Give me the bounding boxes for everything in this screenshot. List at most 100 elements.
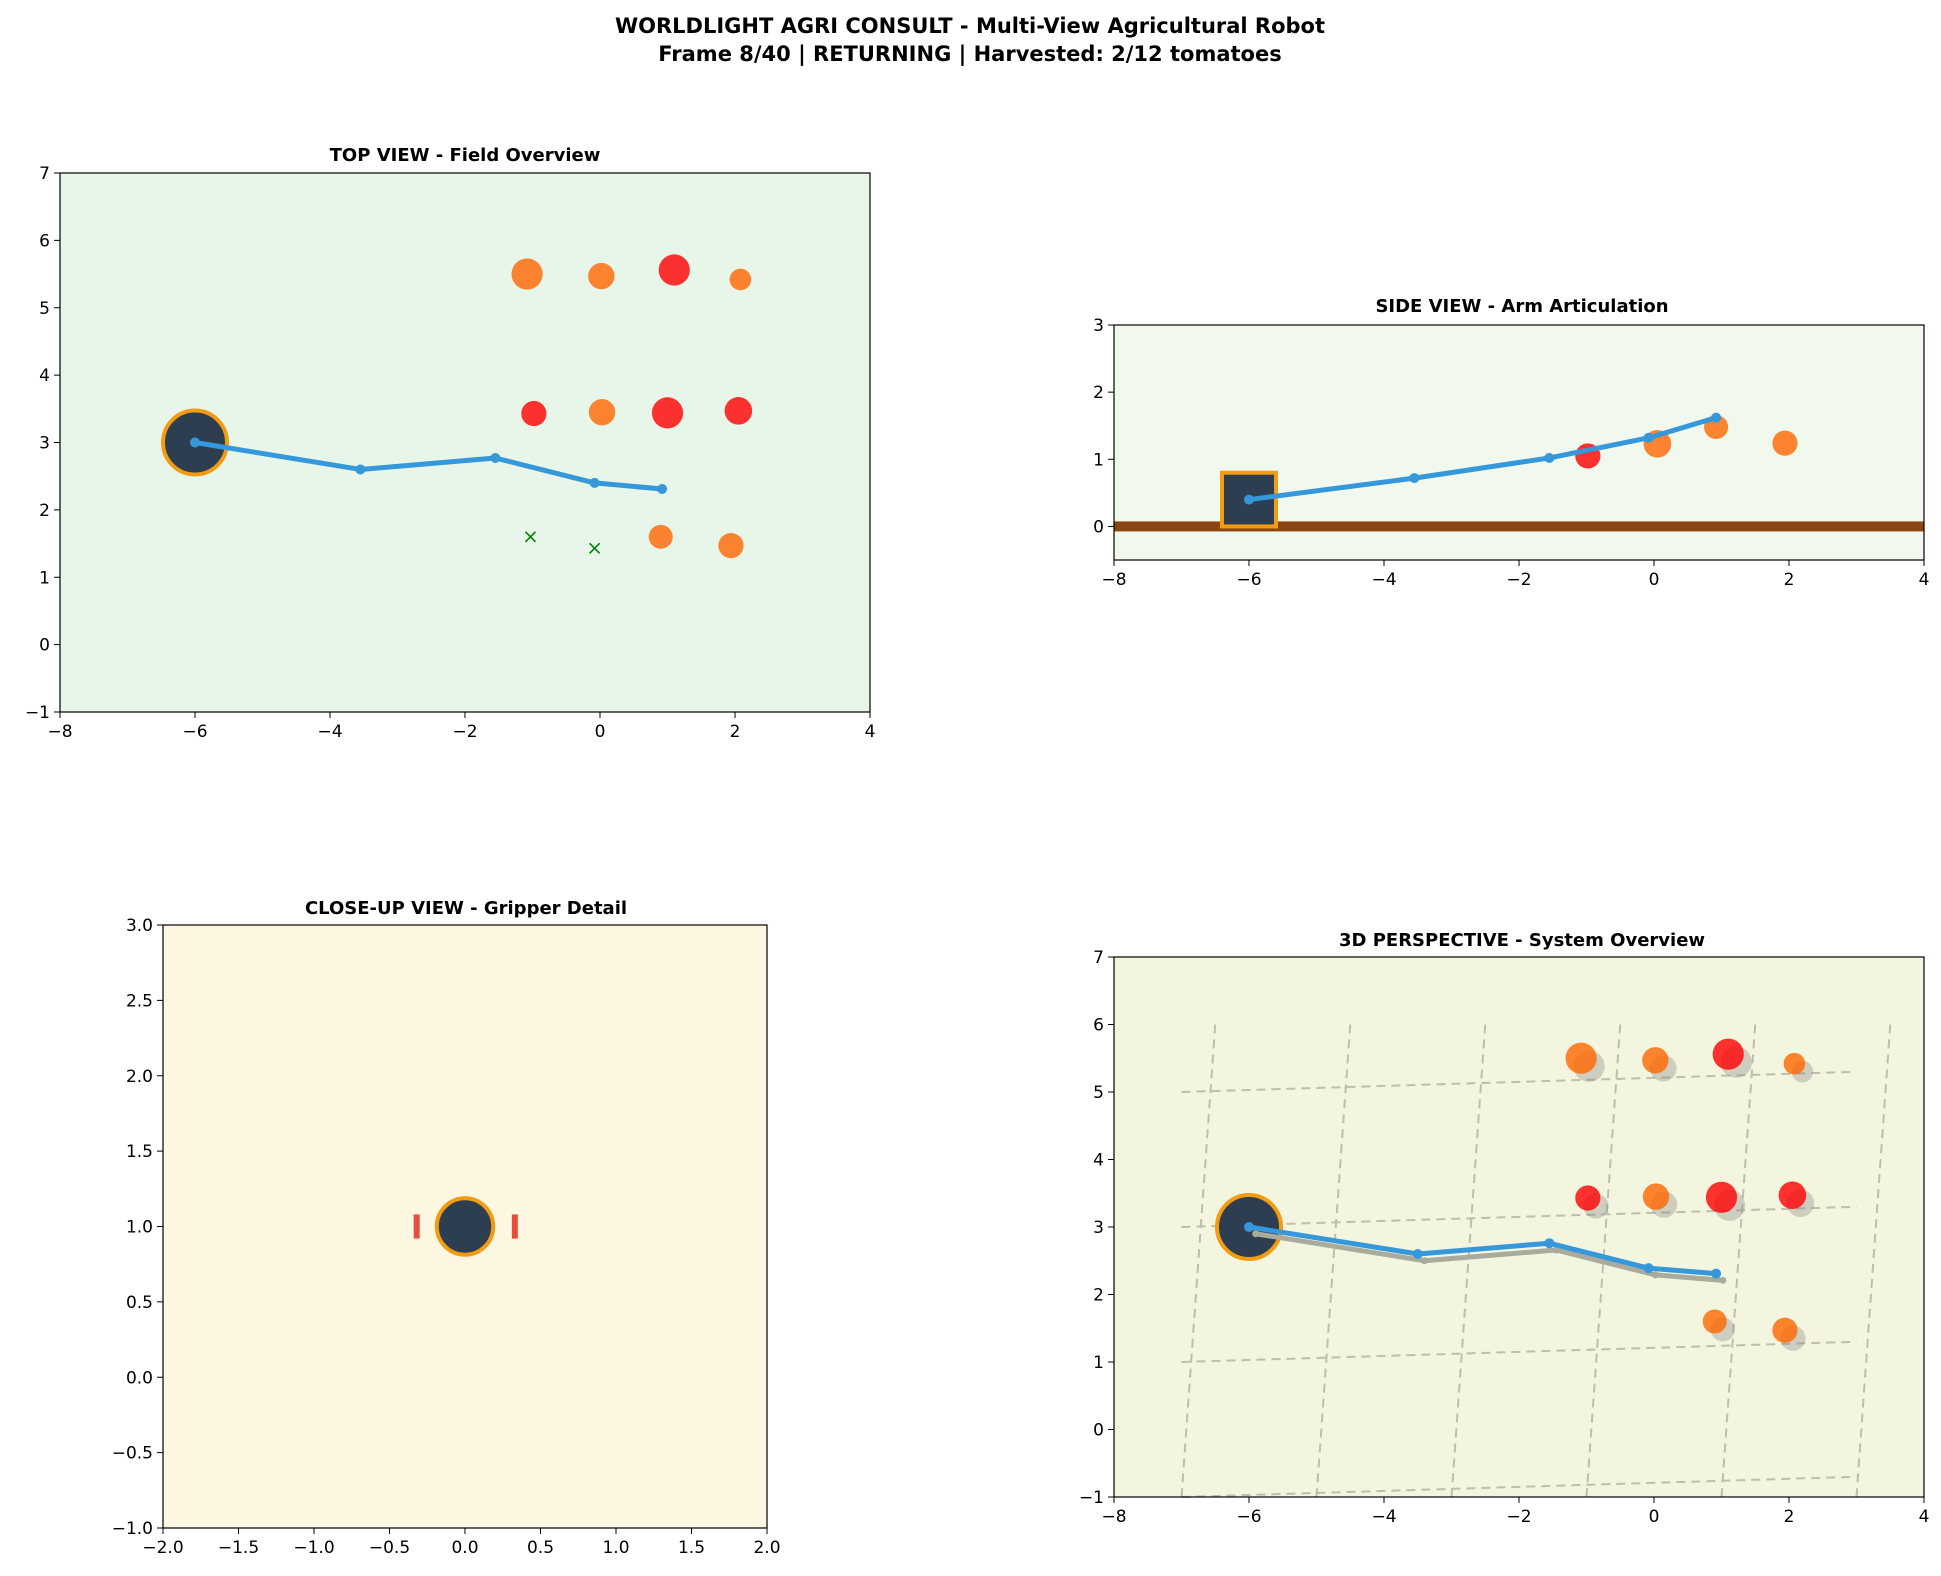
perspective-x-tick-label: 0 (1649, 1507, 1660, 1527)
side-x-tick-label: −4 (1371, 570, 1396, 590)
perspective-y-tick-label: 0 (1093, 1421, 1104, 1441)
perspective-tomato (1783, 1052, 1806, 1075)
perspective-y-tick-label: 6 (1093, 1016, 1104, 1036)
perspective-y-tick-label: −1 (1079, 1488, 1104, 1508)
side-x-tick-label: −2 (1506, 570, 1531, 590)
closeup-x-tick-label: −1.0 (293, 1538, 334, 1558)
top-x-tick-label: 0 (595, 722, 606, 742)
perspective-grid-line (1585, 1024, 1622, 1498)
perspective-tomato (1642, 1183, 1670, 1210)
top-x-tick-label: −2 (452, 722, 477, 742)
closeup-y-tick-label: 2.5 (126, 991, 153, 1011)
perspective-y-tick-label: 5 (1093, 1083, 1104, 1103)
perspective-y-tick-label: 3 (1093, 1218, 1104, 1238)
closeup-x-tick-label: 1.5 (678, 1538, 705, 1558)
closeup-x-tick-label: 0.0 (451, 1538, 478, 1558)
side-y-tick-label: 3 (1093, 316, 1104, 336)
perspective-y-tick-label: 2 (1093, 1286, 1104, 1306)
perspective-arm-joint (1643, 1263, 1654, 1274)
closeup-view-title: CLOSE-UP VIEW - Gripper Detail (305, 898, 627, 919)
top-tomato (718, 532, 744, 559)
closeup-x-tick-label: 2.0 (753, 1538, 780, 1558)
perspective-x-tick-label: 4 (1919, 1507, 1930, 1527)
closeup-y-tick-label: 0.0 (126, 1368, 153, 1388)
top-arm-joint (355, 464, 366, 475)
perspective-x-tick-label: 2 (1784, 1507, 1795, 1527)
top-y-tick-label: 4 (39, 366, 50, 386)
top-tomato (588, 398, 616, 426)
figure-title-line2: Frame 8/40 | RETURNING | Harvested: 2/12… (658, 42, 1281, 67)
top-y-tick-label: 6 (39, 231, 50, 251)
closeup-y-tick-label: 3.0 (126, 916, 153, 936)
perspective-grid-line (1180, 1024, 1217, 1498)
perspective-grid-line (1450, 1024, 1487, 1498)
perspective-view-title: 3D PERSPECTIVE - System Overview (1339, 930, 1705, 951)
top-y-tick-label: 1 (39, 568, 50, 588)
top-y-tick-label: 2 (39, 501, 50, 521)
side-arm-joint (1244, 494, 1254, 505)
top-y-tick-label: 7 (39, 164, 50, 184)
closeup-x-tick-label: 0.5 (527, 1538, 554, 1558)
perspective-tomato (1772, 1317, 1798, 1343)
top-tomato (521, 400, 547, 427)
perspective-arm-joint (1544, 1238, 1555, 1249)
top-view-panel: TOP VIEW - Field Overview −8 −6 −4 −2 0 2 4 −1 0… (25, 145, 875, 742)
top-tomato (658, 254, 690, 286)
perspective-tomato (1642, 1047, 1669, 1074)
side-ground (1114, 521, 1924, 532)
side-arm-joint (1409, 473, 1420, 484)
side-y-tick-label: 2 (1093, 383, 1104, 403)
top-x-tick-label: −4 (317, 722, 342, 742)
perspective-grid-line (1181, 1340, 1857, 1363)
perspective-y-tick-label: 1 (1093, 1353, 1104, 1373)
perspective-tomato (1702, 1309, 1727, 1334)
perspective-y-tick-label: 7 (1093, 948, 1104, 968)
top-x-tick-label: 4 (865, 722, 876, 742)
side-x-tick-label: −8 (1101, 570, 1126, 590)
perspective-grid-line (1181, 1475, 1857, 1498)
top-x-tick-label: 2 (730, 722, 741, 742)
side-arm-joint (1643, 432, 1654, 443)
perspective-tomato (1575, 1185, 1601, 1211)
closeup-y-tick-label: 2.0 (126, 1067, 153, 1087)
perspective-arm-joint (1412, 1249, 1423, 1259)
top-x-tick-label: −6 (182, 722, 207, 742)
top-arm-joint (657, 483, 668, 494)
side-y-tick-label: 1 (1093, 450, 1104, 470)
top-tomato (729, 268, 752, 291)
closeup-y-tick-label: −1.0 (112, 1519, 153, 1539)
top-y-tick-label: 5 (39, 299, 50, 319)
side-x-tick-label: 0 (1649, 570, 1660, 590)
top-view-title: TOP VIEW - Field Overview (330, 145, 601, 166)
top-tomato (648, 524, 673, 549)
closeup-x-tick-label: −0.5 (369, 1538, 410, 1558)
closeup-y-tick-label: −0.5 (112, 1444, 153, 1464)
perspective-grid-line (1720, 1024, 1757, 1498)
closeup-gripper-body (434, 1196, 496, 1257)
closeup-y-tick-label: 1.0 (126, 1218, 153, 1238)
perspective-y-tick-label: 4 (1093, 1151, 1104, 1171)
top-tomato (588, 262, 615, 290)
perspective-shadow-arm-joint (1719, 1276, 1727, 1284)
perspective-grid-line (1181, 1205, 1857, 1228)
figure-title-line1: WORLDLIGHT AGRI CONSULT - Multi-View Agr… (615, 14, 1325, 38)
perspective-arm-joint (1711, 1268, 1722, 1279)
top-harvested-marker (524, 531, 537, 543)
perspective-x-tick-label: −8 (1101, 1507, 1126, 1527)
top-harvested-marker (589, 542, 601, 554)
side-arm-joint (1544, 452, 1555, 463)
perspective-shadow-arm-joint (1552, 1246, 1560, 1254)
perspective-shadow-arm-joint (1252, 1230, 1260, 1238)
closeup-y-tick-label: 1.5 (126, 1142, 153, 1162)
perspective-shadow-arm-joint (1421, 1257, 1428, 1265)
side-x-tick-label: 4 (1919, 570, 1930, 590)
top-tomato (511, 258, 543, 290)
perspective-shadow-arm-joint (1651, 1271, 1659, 1279)
perspective-grid-line (1315, 1024, 1352, 1498)
perspective-grid-line (1855, 1024, 1892, 1498)
side-x-tick-label: 2 (1784, 570, 1795, 590)
perspective-x-tick-label: −6 (1236, 1507, 1261, 1527)
top-tomato (724, 397, 753, 425)
perspective-grid-line (1181, 1070, 1857, 1093)
top-arm-joint (490, 452, 501, 463)
